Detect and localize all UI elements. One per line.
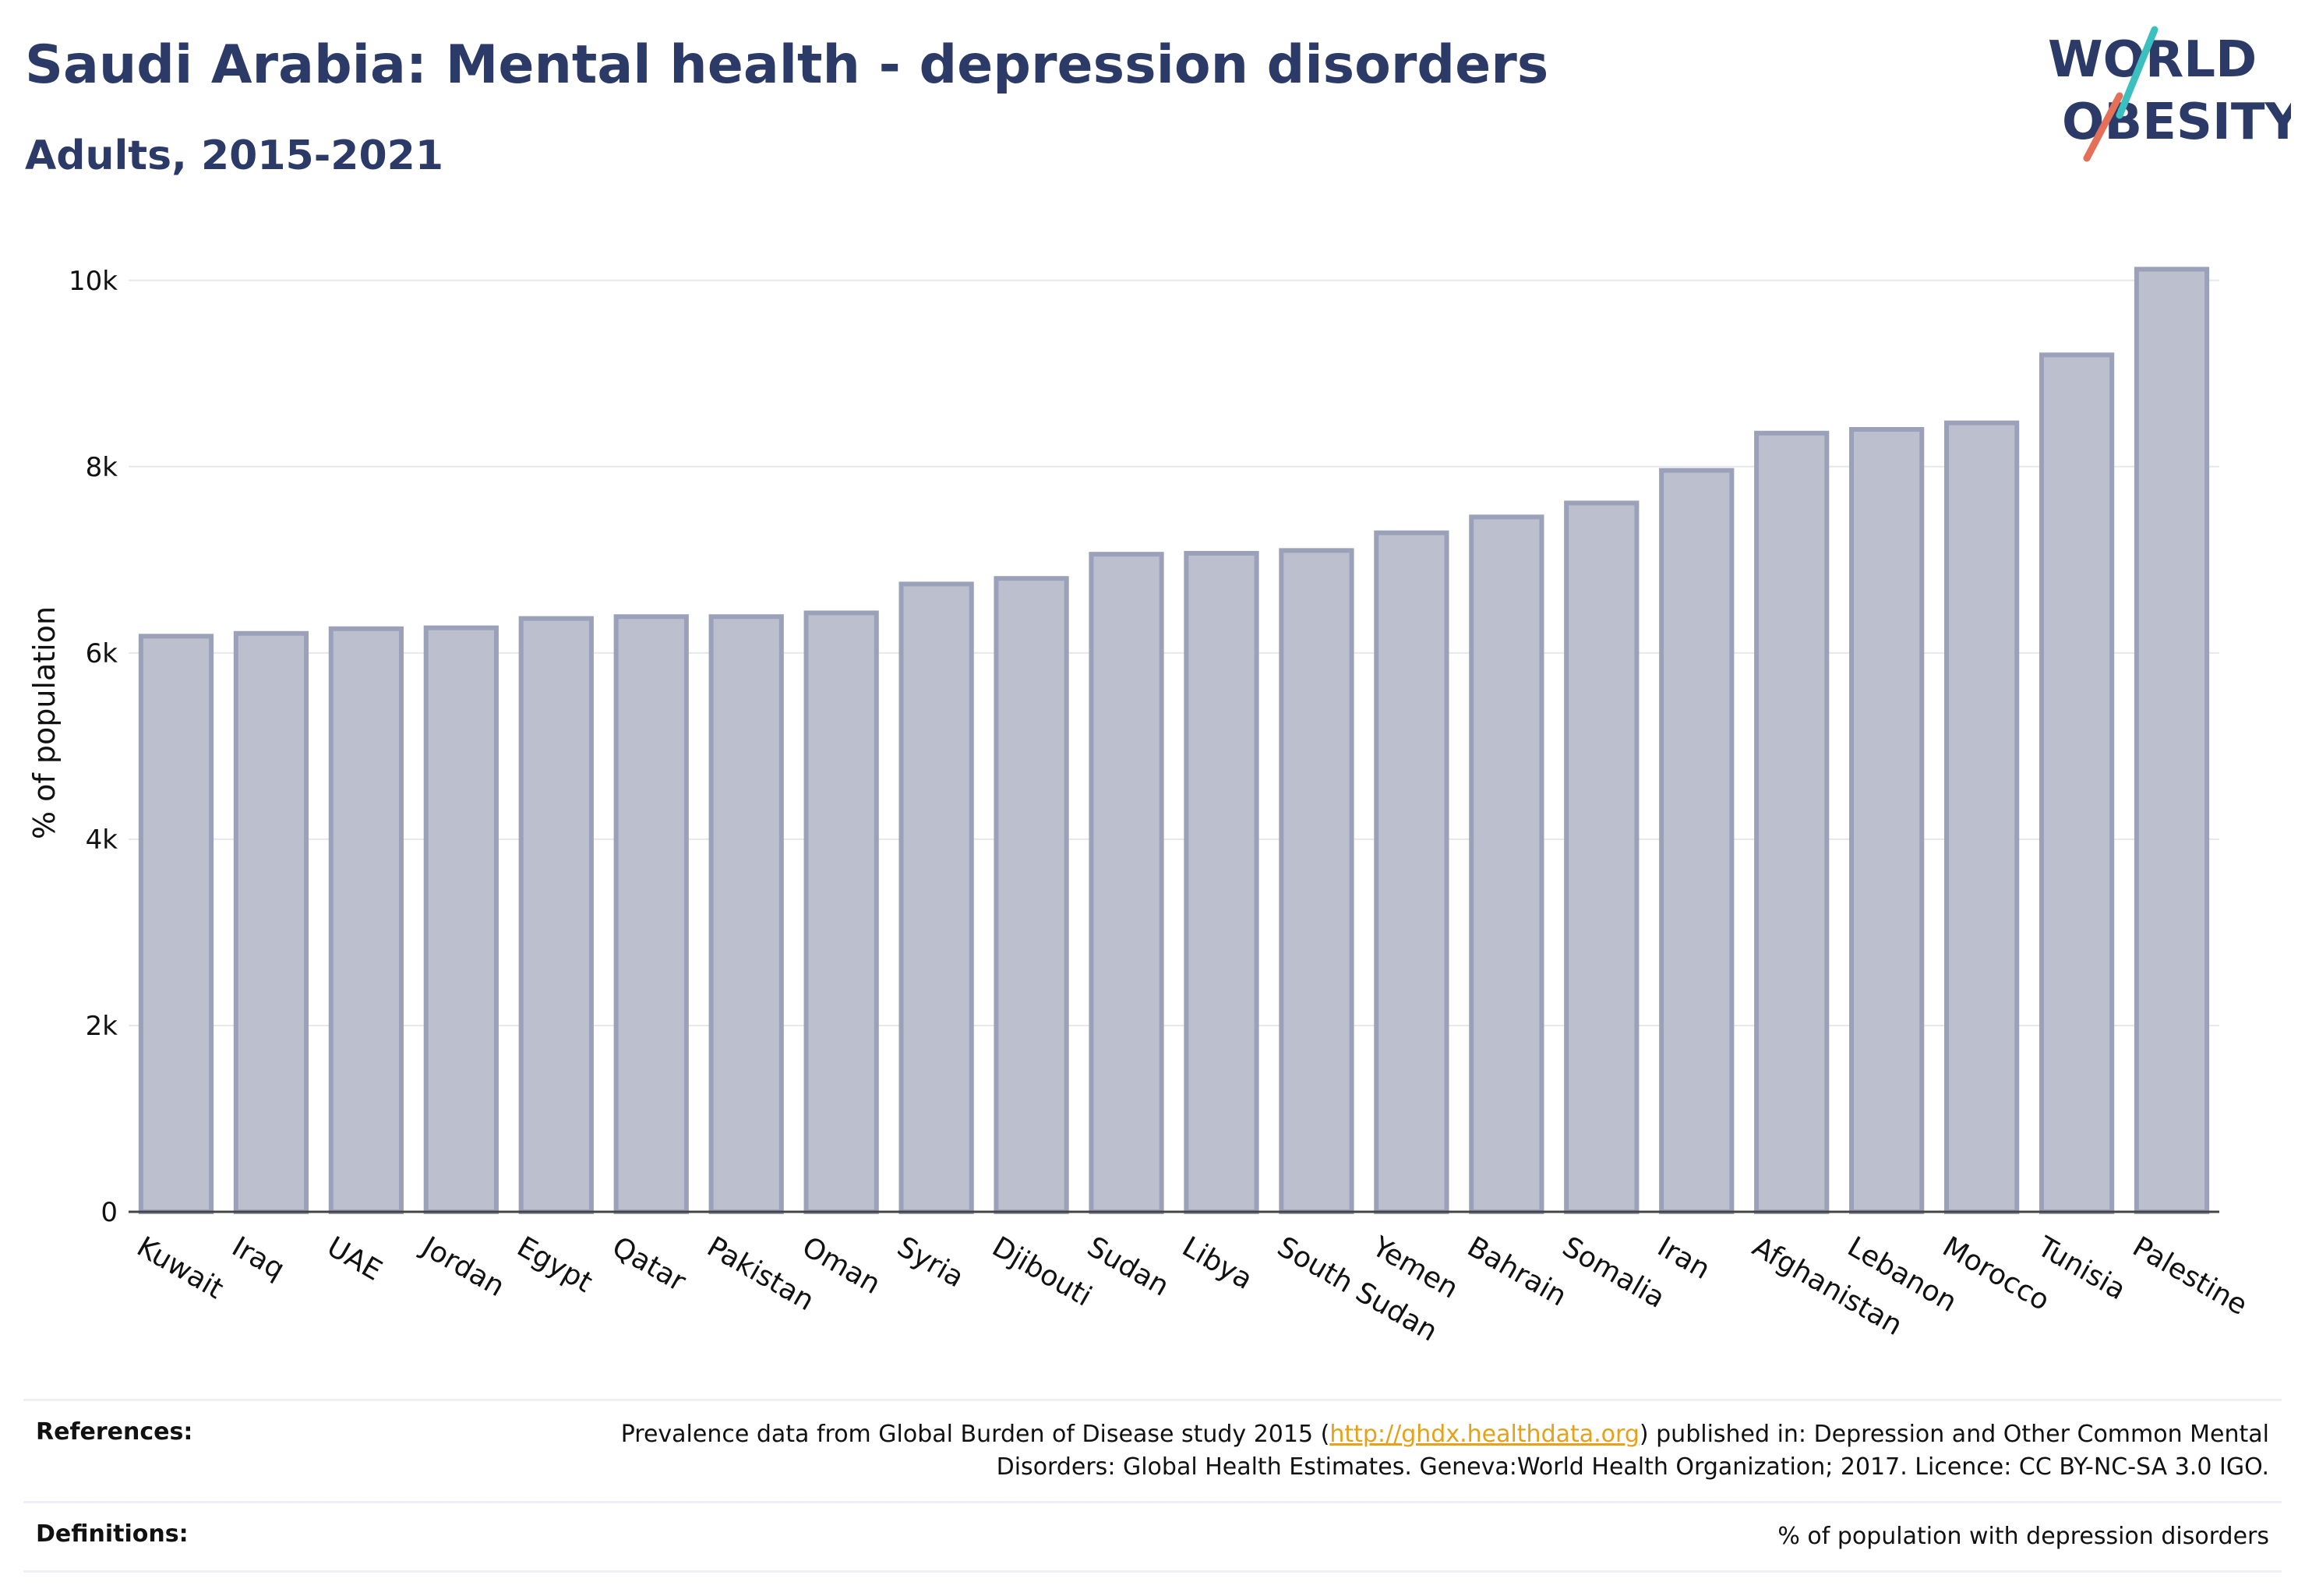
references-text-before: Prevalence data from Global Burden of Di… bbox=[620, 1421, 1330, 1448]
bar-kuwait[interactable] bbox=[138, 634, 214, 1214]
bar-palestine[interactable] bbox=[2134, 267, 2210, 1214]
y-axis-title: % of population bbox=[27, 606, 62, 839]
bar-morocco[interactable] bbox=[1943, 420, 2020, 1214]
bar-jordan[interactable] bbox=[423, 625, 499, 1214]
x-tick-label: Iran bbox=[1652, 1231, 1715, 1286]
bar-djibouti[interactable] bbox=[994, 576, 1069, 1214]
bar-uae[interactable] bbox=[328, 626, 404, 1214]
x-tick-label: Palestine bbox=[2127, 1231, 2253, 1322]
bars bbox=[138, 267, 2210, 1215]
chart-title: Saudi Arabia: Mental health - depression… bbox=[25, 34, 1549, 96]
references-row: References: Prevalence data from Global … bbox=[23, 1399, 2282, 1501]
x-tick-label: Sudan bbox=[1082, 1231, 1174, 1302]
chart-subtitle: Adults, 2015-2021 bbox=[25, 132, 444, 179]
references-text: Prevalence data from Global Burden of Di… bbox=[555, 1418, 2269, 1484]
definitions-row: Definitions: % of population with depres… bbox=[23, 1501, 2282, 1573]
bar-pakistan[interactable] bbox=[708, 614, 784, 1214]
y-tick-label: 10k bbox=[69, 266, 118, 297]
y-tick-label: 4k bbox=[86, 824, 118, 856]
bar-iraq[interactable] bbox=[233, 630, 309, 1214]
definitions-label: Definitions: bbox=[36, 1520, 189, 1548]
bar-qatar[interactable] bbox=[613, 614, 689, 1214]
bar-sudan[interactable] bbox=[1089, 552, 1164, 1214]
x-tick-label: Libya bbox=[1177, 1231, 1258, 1296]
bar-bahrain[interactable] bbox=[1469, 514, 1544, 1215]
x-tick-label: Somalia bbox=[1557, 1231, 1670, 1315]
bar-libya[interactable] bbox=[1184, 550, 1259, 1214]
bar-tunisia[interactable] bbox=[2038, 352, 2115, 1214]
bar-syria[interactable] bbox=[898, 581, 974, 1214]
bar-somalia[interactable] bbox=[1564, 500, 1640, 1214]
references-label: References: bbox=[36, 1418, 193, 1446]
x-tick-label: Bahrain bbox=[1462, 1231, 1572, 1312]
x-tick-label: Qatar bbox=[606, 1231, 690, 1298]
x-tick-label: Morocco bbox=[1937, 1231, 2055, 1317]
footer-table: References: Prevalence data from Global … bbox=[23, 1399, 2282, 1573]
definitions-text: % of population with depression disorder… bbox=[1777, 1523, 2269, 1550]
logo-line2: OBESITY bbox=[2062, 94, 2291, 151]
x-tick-label: Iraq bbox=[227, 1231, 290, 1286]
x-tick-label: Djibouti bbox=[987, 1231, 1096, 1312]
world-obesity-logo: WORLD OBESITY bbox=[2048, 26, 2291, 162]
x-tick-label: Pakistan bbox=[701, 1231, 819, 1317]
logo-slash-coral bbox=[2083, 92, 2123, 162]
references-link[interactable]: http://ghdx.healthdata.org bbox=[1329, 1421, 1640, 1448]
bar-iran[interactable] bbox=[1659, 468, 1735, 1215]
bar-afghanistan[interactable] bbox=[1754, 430, 1830, 1214]
y-tick-label: 2k bbox=[86, 1011, 118, 1042]
y-tick-label: 8k bbox=[86, 452, 118, 483]
logo-slash-teal bbox=[2116, 26, 2159, 119]
x-tick-label: Kuwait bbox=[132, 1231, 229, 1305]
y-tick-label: 6k bbox=[86, 638, 118, 669]
y-axis-ticks: 0 2k 4k 6k 8k 10k bbox=[69, 266, 118, 1228]
x-tick-label: Jordan bbox=[415, 1230, 510, 1303]
y-tick-label: 0 bbox=[101, 1197, 118, 1228]
bar-yemen[interactable] bbox=[1374, 530, 1449, 1214]
x-tick-label: Syria bbox=[891, 1231, 969, 1294]
x-tick-label: UAE bbox=[322, 1231, 387, 1287]
bar-lebanon[interactable] bbox=[1849, 427, 1925, 1214]
x-tick-label: Egypt bbox=[511, 1231, 597, 1298]
references-text-after: ) published in: Depression and Other Com… bbox=[996, 1421, 2269, 1481]
bar-egypt[interactable] bbox=[518, 616, 594, 1214]
bar-south-sudan[interactable] bbox=[1279, 548, 1354, 1214]
x-tick-label: South Sudan bbox=[1272, 1231, 1442, 1347]
bar-oman[interactable] bbox=[803, 610, 879, 1214]
